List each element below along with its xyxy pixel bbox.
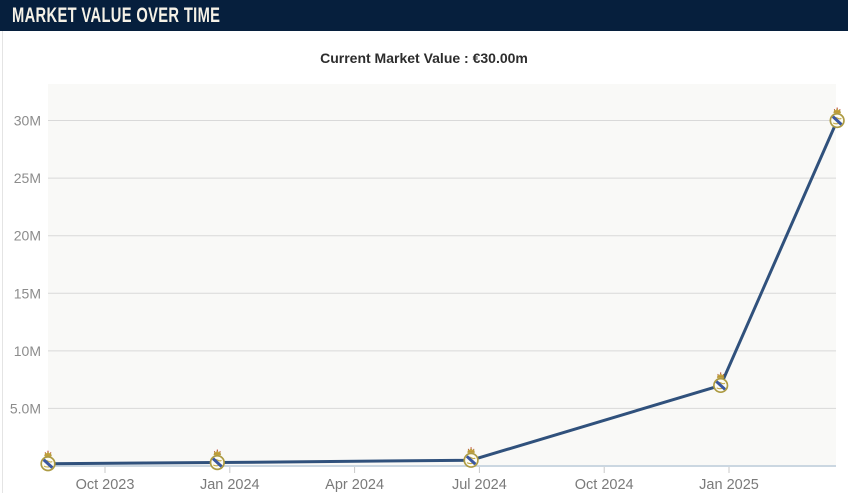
y-axis-tick-label: 10M — [14, 343, 41, 359]
y-axis-tick-label: 5.0M — [10, 400, 41, 416]
left-border-rule — [2, 31, 3, 493]
y-axis-tick-label: 15M — [14, 285, 41, 301]
y-axis-tick-label: 30M — [14, 113, 41, 129]
current-market-value-text: Current Market Value : €30.00m — [320, 50, 528, 66]
y-axis-tick-label: 20M — [14, 228, 41, 244]
y-axis-tick-label: 25M — [14, 170, 41, 186]
panel-title: MARKET VALUE OVER TIME — [12, 3, 221, 27]
x-axis-tick-label: Oct 2024 — [575, 477, 634, 493]
x-axis-tick-label: Jul 2024 — [452, 477, 507, 493]
x-axis-tick-label: Jan 2025 — [699, 477, 759, 493]
x-axis-tick-label: Apr 2024 — [325, 477, 384, 493]
x-axis-tick-label: Oct 2023 — [76, 477, 135, 493]
x-axis-tick-label: Jan 2024 — [200, 477, 260, 493]
plot-area — [48, 84, 836, 466]
panel-header: MARKET VALUE OVER TIME — [0, 0, 848, 31]
